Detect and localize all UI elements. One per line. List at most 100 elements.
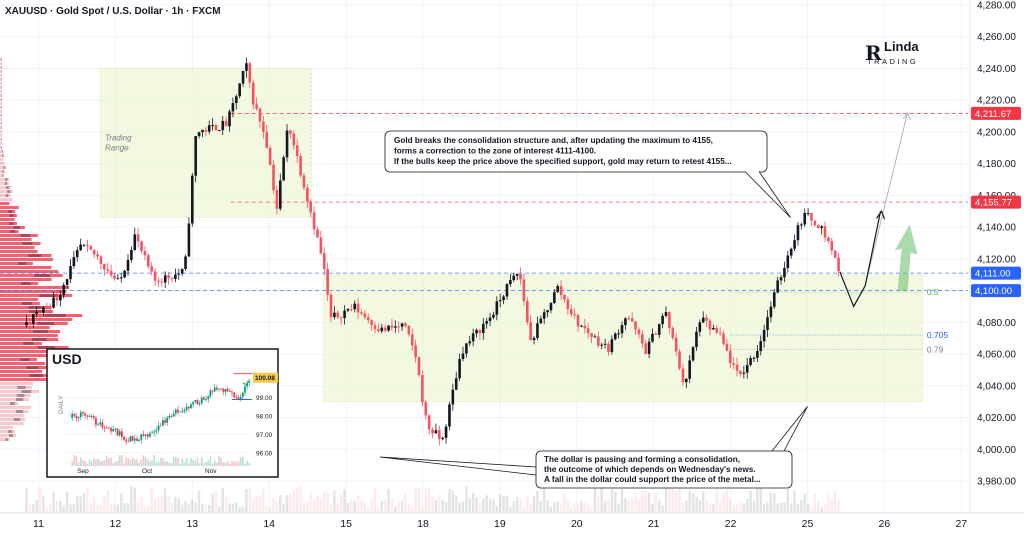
- time-axis[interactable]: 11 12 13 14 15 18 19 20 21 22 25 26 27: [33, 518, 967, 530]
- candle-body: [339, 317, 343, 319]
- candle-body: [336, 312, 340, 318]
- inset-candle-body: [211, 390, 214, 392]
- candle-body: [170, 278, 174, 280]
- inset-volume-bar: [97, 458, 99, 466]
- price-tick-label: 4,040.00: [977, 381, 1016, 392]
- inset-time-tick: Oct: [142, 468, 152, 475]
- inset-volume-bar: [239, 457, 242, 466]
- volume-bar: [833, 490, 837, 512]
- volume-bar: [586, 504, 590, 512]
- profile-bar: [0, 382, 33, 385]
- candle-body: [224, 120, 228, 127]
- candle-body: [306, 187, 309, 202]
- volume-bar: [644, 490, 647, 512]
- inset-volume-bar: [75, 456, 78, 466]
- candle-body: [553, 292, 556, 304]
- profile-bar: [0, 398, 29, 401]
- inset-volume-bar: [114, 461, 117, 466]
- volume-bar: [167, 495, 170, 512]
- inset-price-badge: [253, 372, 278, 383]
- profile-bar-shade: [1, 138, 2, 141]
- volume-bar: [427, 487, 431, 512]
- profile-bar: [0, 214, 17, 217]
- candle-body: [75, 250, 79, 258]
- profile-bar: [0, 182, 9, 185]
- volume-bar: [150, 488, 153, 512]
- volume-bar: [289, 493, 292, 512]
- candle-body: [563, 294, 566, 300]
- candle-body: [498, 300, 502, 302]
- inset-volume-bar: [237, 461, 240, 466]
- candle-body: [52, 297, 55, 308]
- profile-bar: [0, 326, 50, 329]
- profile-bar: [0, 150, 4, 153]
- profile-bar-shade: [15, 410, 24, 413]
- candle-body: [397, 326, 400, 328]
- inset-volume-bar: [138, 462, 140, 466]
- candle-body: [299, 156, 302, 176]
- inset-volume-bar: [231, 461, 233, 466]
- candle-body: [207, 125, 211, 132]
- volume-bar: [658, 500, 661, 512]
- candle-body: [488, 317, 492, 321]
- logo-sub: TRADING: [867, 57, 918, 66]
- profile-bar: [0, 102, 2, 105]
- volume-bar: [309, 493, 312, 512]
- volume-bar: [729, 500, 732, 512]
- price-tick-label: 4,180.00: [977, 159, 1016, 170]
- inset-candle-body: [99, 422, 102, 425]
- volume-bar: [306, 501, 309, 512]
- profile-bar: [0, 198, 13, 201]
- candle-body: [140, 241, 143, 251]
- volume-bar: [647, 492, 651, 512]
- volume-bar: [529, 503, 532, 512]
- candle-body: [586, 328, 590, 334]
- inset-content: 99.00 98.00 97.00 96.00 Sep Oct Nov 100.08: [66, 372, 278, 475]
- candle-body: [65, 279, 69, 285]
- profile-bar: [0, 194, 11, 197]
- inset-volume-bar: [136, 459, 138, 466]
- candle-body: [610, 339, 614, 352]
- inset-candle-body: [159, 425, 162, 427]
- volume-bar: [32, 504, 35, 512]
- candle-body: [353, 303, 357, 310]
- candle-body: [191, 175, 194, 224]
- inset-candle-body: [116, 428, 119, 436]
- volume-bar: [593, 486, 597, 512]
- candle-body: [160, 281, 164, 283]
- time-tick-label: 26: [879, 518, 891, 530]
- profile-bar-shade: [20, 282, 31, 285]
- candle-body: [231, 103, 235, 112]
- candle-body: [126, 259, 130, 271]
- candle-body: [424, 402, 428, 416]
- volume-bar: [512, 501, 515, 512]
- volume-bar: [637, 499, 641, 512]
- inset-volume-bar: [172, 457, 175, 466]
- time-tick-label: 25: [802, 518, 814, 530]
- volume-bar: [52, 492, 55, 512]
- inset-volume-bar: [99, 460, 102, 466]
- volume-bar: [448, 489, 451, 512]
- inset-volume-bar: [88, 459, 91, 466]
- profile-bar: [0, 126, 2, 129]
- volume-bar: [810, 506, 813, 512]
- volume-bar: [610, 489, 614, 512]
- candle-body: [803, 212, 807, 225]
- inset-candle-body: [231, 391, 233, 393]
- inset-volume-bar: [185, 458, 188, 466]
- profile-bar: [0, 330, 61, 333]
- candle-body: [153, 271, 157, 281]
- volume-bar: [238, 507, 241, 512]
- volume-bar: [468, 498, 471, 512]
- candle-body: [248, 63, 252, 83]
- time-tick-label: 18: [417, 518, 429, 530]
- volume-bar: [722, 492, 725, 512]
- inset-candle-body: [181, 411, 184, 413]
- profile-bar-shade: [2, 170, 4, 173]
- inset-candle-body: [241, 392, 244, 397]
- profile-bar: [0, 418, 26, 421]
- profile-bar-shade: [37, 346, 55, 349]
- volume-bar: [688, 490, 691, 512]
- profile-bar: [0, 218, 15, 221]
